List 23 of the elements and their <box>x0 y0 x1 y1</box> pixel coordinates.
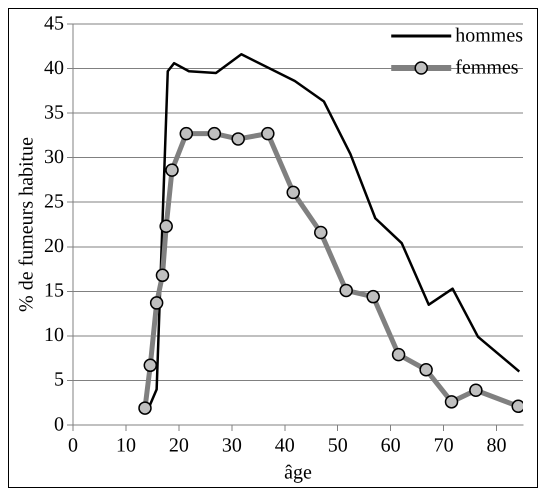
y-tick-label: 30 <box>44 146 64 168</box>
x-tick-label: 0 <box>68 434 78 456</box>
legend-label: hommes <box>455 24 524 46</box>
y-tick-label: 40 <box>44 56 64 79</box>
y-tick-label: 0 <box>54 413 64 436</box>
x-tick-label: 30 <box>222 434 242 456</box>
y-tick-label: 25 <box>44 190 64 212</box>
x-tick-label: 20 <box>168 434 189 456</box>
x-tick-label: 70 <box>434 434 454 456</box>
x-tick-label: 60 <box>380 434 401 456</box>
y-tick-label: 35 <box>44 101 64 124</box>
x-axis-title: âge <box>284 461 312 484</box>
y-tick-label: 45 <box>44 12 64 34</box>
y-tick-label: 20 <box>44 235 64 258</box>
y-axis-title: % de fumeurs habitue <box>15 136 38 312</box>
y-tick-label: 15 <box>44 280 64 302</box>
y-tick-label: 10 <box>44 324 64 346</box>
x-tick-label: 40 <box>274 434 295 456</box>
y-tick-label: 5 <box>54 368 64 391</box>
x-tick-label: 50 <box>328 434 348 456</box>
legend-label: femmes <box>455 56 519 78</box>
x-tick-label: 10 <box>116 434 136 456</box>
x-tick-label: 80 <box>486 434 507 456</box>
